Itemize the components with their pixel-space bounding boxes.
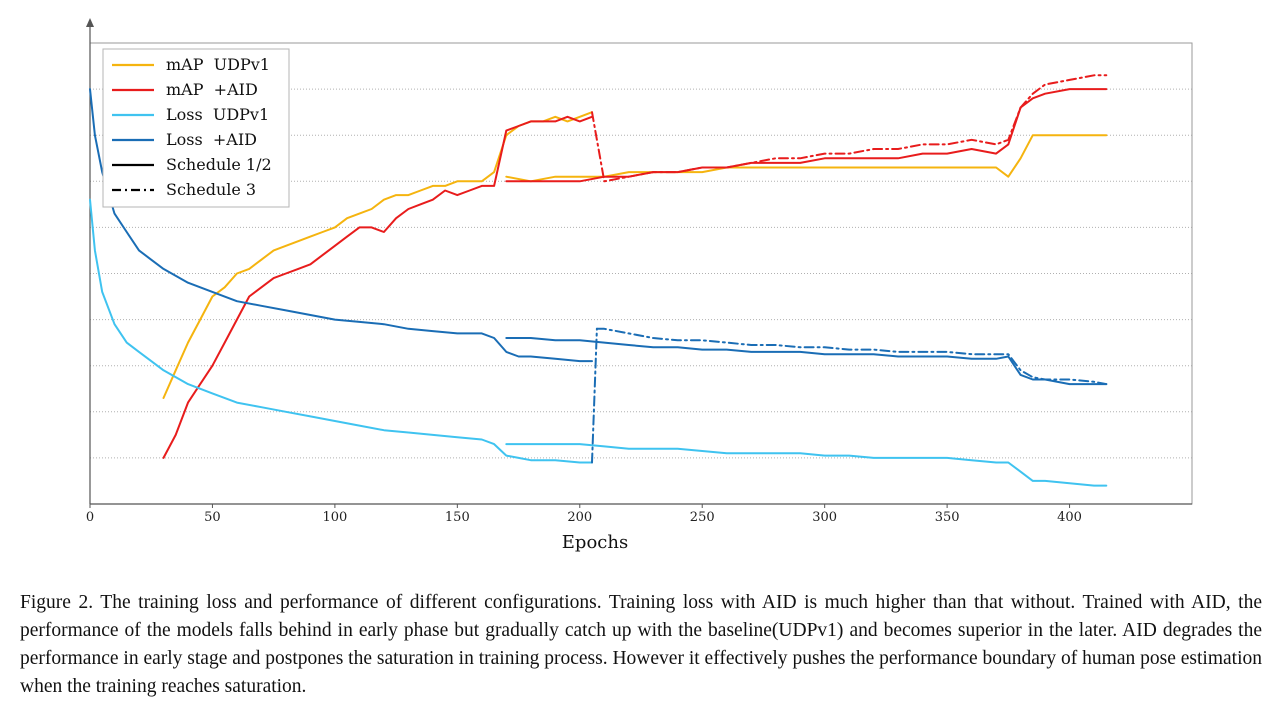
legend-label: Schedule 3: [166, 180, 256, 199]
legend-label: Loss +AID: [166, 130, 257, 149]
series-layer: [89, 74, 1108, 487]
x-tick-label: 0: [86, 510, 94, 525]
x-tick-label: 250: [690, 510, 715, 525]
x-tick-label: 150: [445, 510, 470, 525]
x-tick-label: 50: [204, 510, 221, 525]
series-line-loss-aid-s12: [89, 88, 593, 363]
series-line-map-aid-s12: [162, 115, 593, 459]
x-axis-title: Epochs: [562, 532, 628, 553]
y-axis-arrow: [86, 18, 94, 27]
training-chart: 0 50 100 150 200 250 300 350 400 Epochs mAP UDPv…: [86, 18, 1193, 553]
legend: mAP UDPv1 mAP +AID Loss UDPv1 Loss +AID Sche…: [102, 48, 290, 208]
x-tick-label: 200: [567, 510, 592, 525]
series-line-map-udp-s3: [505, 134, 1108, 183]
legend-box: [102, 48, 290, 208]
x-ticks: 0 50 100 150 200 250 300 350 400: [86, 504, 1082, 525]
x-tick-label: 100: [322, 510, 347, 525]
x-tick-label: 300: [812, 510, 837, 525]
series-line-loss-udp-s12: [89, 198, 593, 464]
figure-caption: Figure 2. The training loss and performa…: [20, 592, 1262, 697]
series-line-loss-aid-s3-dash: [595, 327, 1108, 386]
series-line-map-aid-s3: [505, 88, 1108, 183]
series-line-loss-udp-s3-dash: [591, 327, 598, 464]
series-line-map-aid-s3-dash: [591, 74, 1108, 183]
legend-label: Schedule 1/2: [166, 155, 272, 174]
series-line-loss-aid-s3: [505, 337, 1108, 386]
legend-label: Loss UDPv1: [166, 105, 269, 124]
legend-label: mAP +AID: [166, 80, 258, 99]
legend-label: mAP UDPv1: [166, 55, 270, 74]
series-line-loss-udp-s3: [505, 443, 1108, 487]
x-tick-label: 400: [1057, 510, 1082, 525]
x-tick-label: 350: [935, 510, 960, 525]
